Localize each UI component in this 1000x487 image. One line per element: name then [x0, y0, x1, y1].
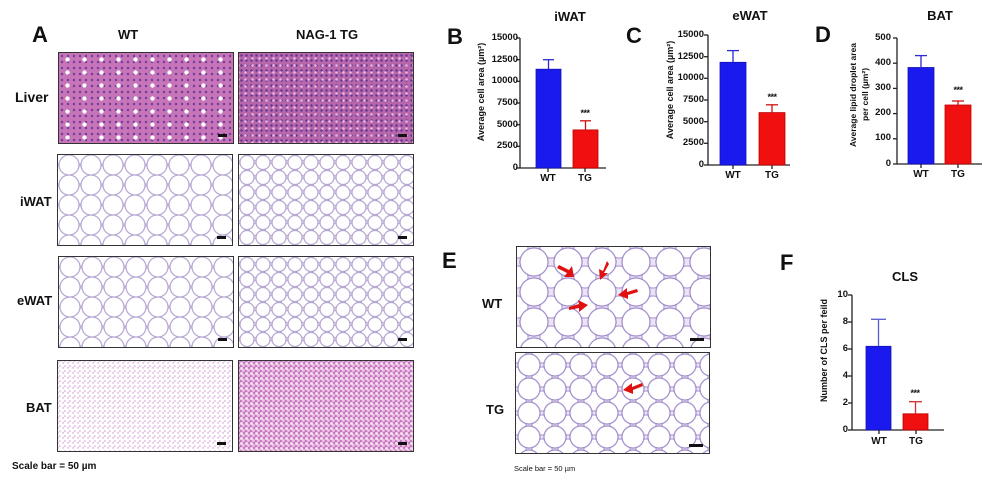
histology-iwat-wt [57, 154, 233, 246]
chart-f [848, 294, 944, 434]
cls-arrows [557, 261, 638, 312]
chart-d-xtick-tg: TG [951, 169, 965, 180]
chart-f-xtick-wt: WT [871, 436, 887, 447]
histology-bat-wt [57, 360, 233, 452]
histology-iwat-tg [238, 154, 414, 246]
chart-d-title: BAT [927, 8, 953, 23]
histology-bat-tg [238, 360, 414, 452]
cls-arrow [623, 383, 643, 394]
scale-bar [217, 236, 226, 239]
panel-letter-c: C [626, 23, 642, 48]
chart-d-xtick-wt: WT [913, 169, 929, 180]
chart-c-significance: *** [767, 92, 777, 102]
histology-liver-wt [58, 52, 234, 144]
chart-b-title: iWAT [554, 9, 586, 24]
chart-b-significance: *** [580, 108, 590, 118]
histology-ewat-tg [238, 256, 414, 348]
col-header-wt: WT [118, 27, 139, 42]
e-row-label-tg: TG [486, 402, 505, 417]
chart-c-title: eWAT [732, 8, 768, 23]
row-label-bat: BAT [26, 400, 52, 415]
histology-e-tg [515, 352, 710, 454]
histology-e-wt [516, 246, 711, 348]
chart-b-xtick-wt: WT [540, 173, 556, 184]
chart-f-title: CLS [892, 269, 918, 284]
chart-c-xtick-wt: WT [725, 170, 741, 181]
chart-b-xtick-tg: TG [578, 173, 592, 184]
scale-bar [398, 236, 407, 239]
scale-bar [398, 338, 407, 341]
scale-bar [218, 338, 227, 341]
histology-liver-tg [238, 52, 414, 144]
scale-bar [689, 444, 703, 447]
panel-letter-f: F [780, 250, 794, 275]
scale-note-e: Scale bar = 50 µm [514, 464, 576, 473]
panel-letter-d: D [815, 22, 831, 47]
col-header-tg: NAG-1 TG [296, 27, 359, 42]
row-label-liver: Liver [15, 89, 49, 105]
chart-c-xtick-tg: TG [765, 170, 779, 181]
chart-b [516, 37, 606, 172]
scale-bar [690, 338, 704, 341]
chart-f-significance: *** [910, 388, 920, 398]
scale-bar [398, 134, 407, 137]
chart-d [893, 37, 982, 168]
chart-f-xtick-tg: TG [909, 436, 923, 447]
chart-d-significance: *** [953, 85, 963, 95]
row-label-ewat: eWAT [17, 293, 53, 308]
chart-c [704, 34, 790, 169]
scale-bar [218, 134, 227, 137]
e-row-label-wt: WT [482, 296, 503, 311]
scale-bar [398, 442, 407, 445]
panel-letter-b: B [447, 24, 463, 49]
panel-letter-e: E [442, 248, 457, 273]
scale-bar [217, 442, 226, 445]
panel-letter-a: A [32, 22, 48, 47]
row-label-iwat: iWAT [20, 194, 52, 209]
histology-ewat-wt [58, 256, 234, 348]
scale-note-a: Scale bar = 50 µm [12, 461, 97, 472]
